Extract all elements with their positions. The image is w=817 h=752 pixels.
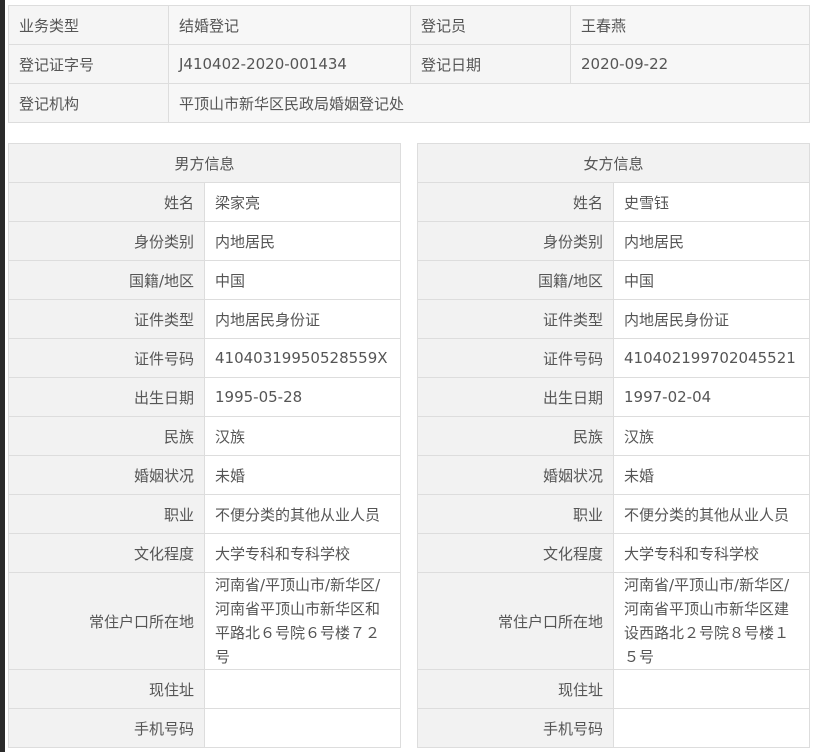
table-row: 身份类别 内地居民	[8, 221, 401, 261]
male-id-category-label: 身份类别	[8, 221, 205, 261]
reg-date-value: 2020-09-22	[570, 44, 810, 84]
male-info-title: 男方信息	[8, 143, 401, 183]
table-row: 文化程度 大学专科和专科学校	[8, 533, 401, 573]
male-marital-status-label: 婚姻状况	[8, 455, 205, 495]
male-doc-type-value: 内地居民身份证	[204, 299, 401, 339]
male-education-label: 文化程度	[8, 533, 205, 573]
female-doc-number-value: 410402199702045521	[613, 338, 810, 378]
male-phone-value	[204, 708, 401, 748]
female-doc-type-label: 证件类型	[417, 299, 614, 339]
table-row: 登记机构 平顶山市新华区民政局婚姻登记处	[8, 83, 810, 123]
male-name-value: 梁家亮	[204, 182, 401, 222]
registrar-value: 王春燕	[570, 5, 810, 45]
table-row: 婚姻状况 未婚	[417, 455, 810, 495]
male-doc-number-label: 证件号码	[8, 338, 205, 378]
table-row: 职业 不便分类的其他从业人员	[417, 494, 810, 534]
female-current-address-value	[613, 669, 810, 709]
table-row: 手机号码	[8, 708, 401, 748]
office-label: 登记机构	[8, 83, 169, 123]
table-row: 民族 汉族	[417, 416, 810, 456]
female-occupation-value: 不便分类的其他从业人员	[613, 494, 810, 534]
male-occupation-label: 职业	[8, 494, 205, 534]
male-ethnicity-label: 民族	[8, 416, 205, 456]
table-row: 身份类别 内地居民	[417, 221, 810, 261]
registration-summary-table: 业务类型 结婚登记 登记员 王春燕 登记证字号 J410402-2020-001…	[8, 5, 810, 123]
female-education-value: 大学专科和专科学校	[613, 533, 810, 573]
female-doc-type-value: 内地居民身份证	[613, 299, 810, 339]
male-birth-date-value: 1995-05-28	[204, 377, 401, 417]
business-type-label: 业务类型	[8, 5, 169, 45]
female-nationality-label: 国籍/地区	[417, 260, 614, 300]
female-birth-date-label: 出生日期	[417, 377, 614, 417]
male-marital-status-value: 未婚	[204, 455, 401, 495]
female-id-category-value: 内地居民	[613, 221, 810, 261]
female-doc-number-label: 证件号码	[417, 338, 614, 378]
male-registered-address-value: 河南省/平顶山市/新华区/河南省平顶山市新华区和平路北６号院６号楼７２号	[204, 572, 401, 670]
male-phone-label: 手机号码	[8, 708, 205, 748]
female-name-value: 史雪钰	[613, 182, 810, 222]
table-row: 姓名 梁家亮	[8, 182, 401, 222]
table-row: 姓名 史雪钰	[417, 182, 810, 222]
female-birth-date-value: 1997-02-04	[613, 377, 810, 417]
reg-date-label: 登记日期	[410, 44, 571, 84]
female-ethnicity-label: 民族	[417, 416, 614, 456]
table-row: 证件号码 410402199702045521	[417, 338, 810, 378]
window-edge	[0, 0, 5, 752]
female-nationality-value: 中国	[613, 260, 810, 300]
table-row: 证件类型 内地居民身份证	[8, 299, 401, 339]
table-row: 现住址	[8, 669, 401, 709]
female-registered-address-value: 河南省/平顶山市/新华区/河南省平顶山市新华区建设西路北２号院８号楼１５号	[613, 572, 810, 670]
female-phone-label: 手机号码	[417, 708, 614, 748]
cert-no-label: 登记证字号	[8, 44, 169, 84]
table-row: 证件类型 内地居民身份证	[417, 299, 810, 339]
table-row: 国籍/地区 中国	[8, 260, 401, 300]
male-ethnicity-value: 汉族	[204, 416, 401, 456]
table-row: 出生日期 1997-02-04	[417, 377, 810, 417]
table-row: 出生日期 1995-05-28	[8, 377, 401, 417]
female-ethnicity-value: 汉族	[613, 416, 810, 456]
female-phone-value	[613, 708, 810, 748]
male-info-table: 男方信息 姓名 梁家亮 身份类别 内地居民 国籍/地区 中国 证件类型 内地居民身份证 证件号码…	[8, 143, 401, 748]
cert-no-value: J410402-2020-001434	[168, 44, 411, 84]
female-info-title: 女方信息	[417, 143, 810, 183]
female-current-address-label: 现住址	[417, 669, 614, 709]
female-registered-address-label: 常住户口所在地	[417, 572, 614, 670]
female-name-label: 姓名	[417, 182, 614, 222]
table-row: 国籍/地区 中国	[417, 260, 810, 300]
male-current-address-value	[204, 669, 401, 709]
table-row: 常住户口所在地 河南省/平顶山市/新华区/河南省平顶山市新华区建设西路北２号院８号…	[417, 572, 810, 670]
table-row: 民族 汉族	[8, 416, 401, 456]
male-nationality-label: 国籍/地区	[8, 260, 205, 300]
female-marital-status-value: 未婚	[613, 455, 810, 495]
table-row: 手机号码	[417, 708, 810, 748]
table-row: 文化程度 大学专科和专科学校	[417, 533, 810, 573]
male-name-label: 姓名	[8, 182, 205, 222]
female-info-table: 女方信息 姓名 史雪钰 身份类别 内地居民 国籍/地区 中国 证件类型 内地居民身份证 证件号码…	[417, 143, 810, 748]
male-registered-address-label: 常住户口所在地	[8, 572, 205, 670]
registrar-label: 登记员	[410, 5, 571, 45]
male-nationality-value: 中国	[204, 260, 401, 300]
male-occupation-value: 不便分类的其他从业人员	[204, 494, 401, 534]
table-row: 现住址	[417, 669, 810, 709]
table-row: 业务类型 结婚登记 登记员 王春燕	[8, 5, 810, 45]
female-occupation-label: 职业	[417, 494, 614, 534]
table-row: 证件号码 41040319950528559X	[8, 338, 401, 378]
male-birth-date-label: 出生日期	[8, 377, 205, 417]
male-education-value: 大学专科和专科学校	[204, 533, 401, 573]
female-id-category-label: 身份类别	[417, 221, 614, 261]
office-value: 平顶山市新华区民政局婚姻登记处	[168, 83, 810, 123]
male-id-category-value: 内地居民	[204, 221, 401, 261]
business-type-value: 结婚登记	[168, 5, 411, 45]
female-marital-status-label: 婚姻状况	[417, 455, 614, 495]
male-current-address-label: 现住址	[8, 669, 205, 709]
table-row: 登记证字号 J410402-2020-001434 登记日期 2020-09-2…	[8, 44, 810, 84]
male-doc-number-value: 41040319950528559X	[204, 338, 401, 378]
table-row: 常住户口所在地 河南省/平顶山市/新华区/河南省平顶山市新华区和平路北６号院６号楼…	[8, 572, 401, 670]
male-doc-type-label: 证件类型	[8, 299, 205, 339]
table-row: 婚姻状况 未婚	[8, 455, 401, 495]
table-row: 职业 不便分类的其他从业人员	[8, 494, 401, 534]
female-education-label: 文化程度	[417, 533, 614, 573]
